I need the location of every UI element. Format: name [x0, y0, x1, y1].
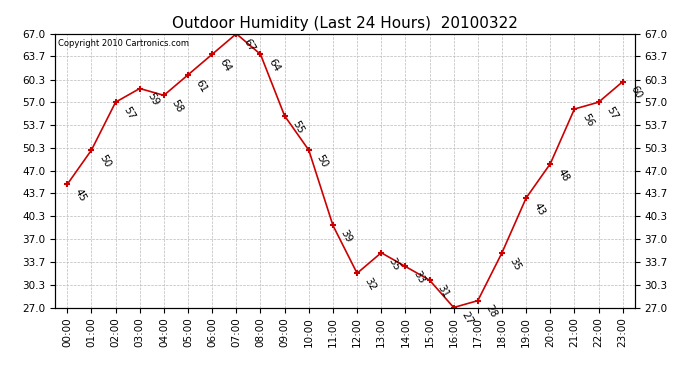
Text: 67: 67: [242, 36, 257, 53]
Text: 61: 61: [194, 78, 209, 94]
Text: 59: 59: [146, 91, 161, 108]
Text: 27: 27: [460, 310, 475, 327]
Title: Outdoor Humidity (Last 24 Hours)  20100322: Outdoor Humidity (Last 24 Hours) 2010032…: [172, 16, 518, 31]
Text: 64: 64: [218, 57, 233, 74]
Text: 32: 32: [363, 276, 378, 292]
Text: 48: 48: [556, 166, 571, 183]
Text: 31: 31: [435, 283, 451, 299]
Text: 35: 35: [387, 255, 402, 272]
Text: 35: 35: [508, 255, 523, 272]
Text: 45: 45: [73, 187, 88, 204]
Text: 64: 64: [266, 57, 282, 74]
Text: 39: 39: [339, 228, 354, 244]
Text: 57: 57: [121, 105, 137, 122]
Text: 28: 28: [484, 303, 499, 320]
Text: 50: 50: [315, 153, 330, 169]
Text: 56: 56: [580, 112, 595, 128]
Text: Copyright 2010 Cartronics.com: Copyright 2010 Cartronics.com: [58, 39, 189, 48]
Text: 33: 33: [411, 269, 426, 286]
Text: 55: 55: [290, 118, 306, 135]
Text: 60: 60: [629, 84, 644, 101]
Text: 57: 57: [604, 105, 620, 122]
Text: 50: 50: [97, 153, 112, 169]
Text: 43: 43: [532, 201, 547, 217]
Text: 58: 58: [170, 98, 185, 115]
